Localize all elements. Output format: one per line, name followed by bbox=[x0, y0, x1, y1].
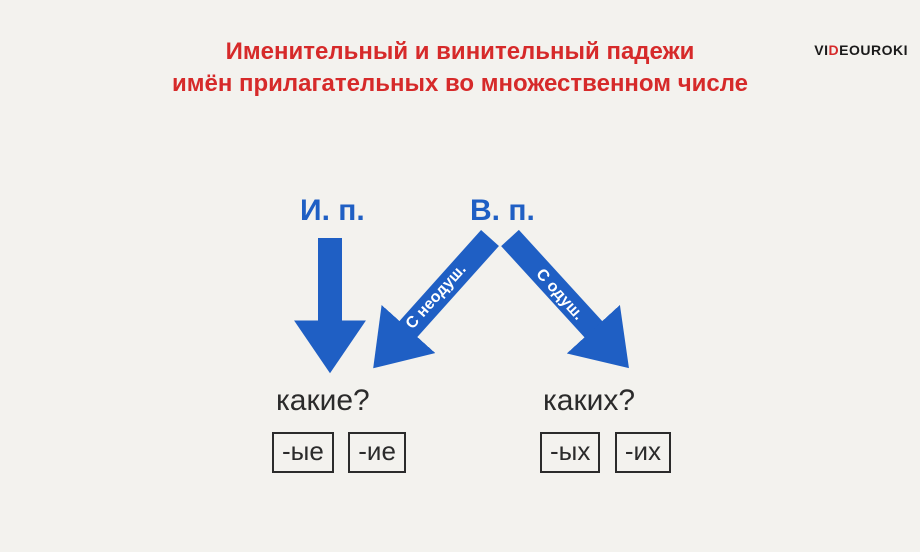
nominative-case-label: И. п. bbox=[300, 194, 365, 228]
ending-box: -ие bbox=[348, 432, 406, 473]
watermark-logo: VIDEOUROKI bbox=[814, 42, 908, 58]
ending-box: -ых bbox=[540, 432, 600, 473]
arrow-label-inanimate: С неодуш. bbox=[403, 261, 471, 333]
arrow-accusative-inanimate bbox=[386, 238, 490, 354]
title-line2: имён прилагательных во множественном чис… bbox=[0, 68, 920, 100]
grammar-diagram: И. п. В. п. С неодуш. С одуш. какие? как… bbox=[0, 176, 920, 536]
watermark-accent: D bbox=[829, 42, 840, 58]
ending-box: -ые bbox=[272, 432, 334, 473]
watermark-suffix: EOUROKI bbox=[839, 42, 908, 58]
arrow-label-animate: С одуш. bbox=[532, 266, 587, 325]
ending-box: -их bbox=[615, 432, 671, 473]
arrows-svg bbox=[0, 176, 920, 536]
accusative-case-label: В. п. bbox=[470, 194, 535, 228]
question-nominative: какие? bbox=[276, 384, 370, 418]
arrow-accusative-animate bbox=[510, 238, 616, 354]
endings-right-row: -ых -их bbox=[540, 432, 681, 473]
page-title: Именительный и винительный падежи имён п… bbox=[0, 36, 920, 101]
question-accusative: каких? bbox=[543, 384, 635, 418]
endings-left-row: -ые -ие bbox=[272, 432, 416, 473]
watermark-prefix: VI bbox=[814, 42, 828, 58]
title-line1: Именительный и винительный падежи bbox=[0, 36, 920, 68]
